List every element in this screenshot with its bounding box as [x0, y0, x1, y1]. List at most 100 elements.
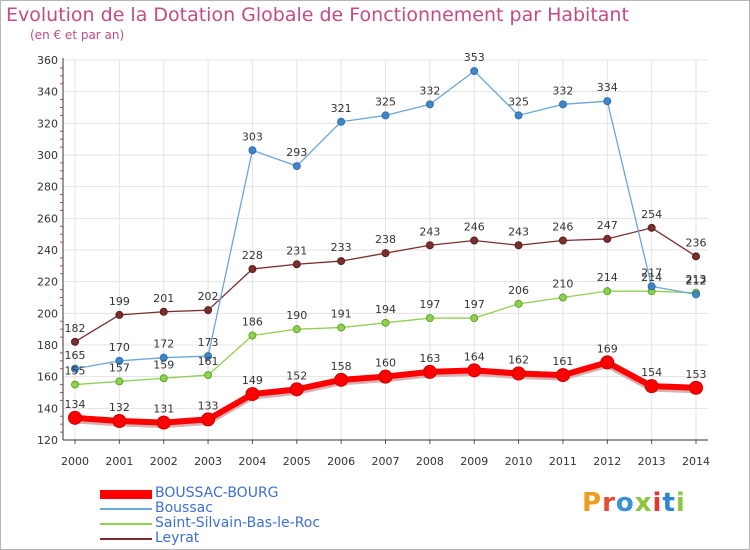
data-point-leyrat [204, 306, 213, 315]
data-point-boussac-bourg [644, 379, 659, 394]
data-label-saint-silvain-bas-le-roc: 210 [552, 278, 573, 291]
data-point-leyrat [292, 260, 301, 269]
data-point-leyrat [337, 257, 346, 266]
data-label-boussac-bourg: 134 [65, 398, 86, 411]
chart-subtitle: (en € et par an) [30, 28, 125, 42]
x-tick-label: 2005 [283, 455, 311, 468]
data-point-saint-silvain-bas-le-roc [470, 314, 479, 323]
x-tick-label: 2006 [327, 455, 355, 468]
data-point-boussac [470, 67, 479, 76]
data-point-leyrat [558, 236, 567, 245]
data-point-boussac-bourg [334, 372, 349, 387]
data-label-saint-silvain-bas-le-roc: 161 [198, 355, 219, 368]
x-tick-label: 2007 [372, 455, 400, 468]
legend-label-saint-silvain-bas-le-roc: Saint-Silvain-Bas-le-Roc [155, 515, 321, 531]
data-label-layer: 182 199 201 202 228 231 233 238 243 246 243 246 247 2… [65, 51, 707, 416]
y-tick-label: 260 [37, 212, 58, 225]
y-tick-label: 220 [37, 276, 58, 289]
data-label-leyrat: 182 [65, 322, 86, 335]
logo-letter: i [675, 488, 686, 518]
data-label-leyrat: 202 [198, 290, 219, 303]
data-point-leyrat [248, 265, 257, 273]
data-label-saint-silvain-bas-le-roc: 206 [508, 284, 529, 297]
data-label-boussac-bourg: 158 [331, 360, 352, 373]
y-tick-label: 360 [37, 54, 58, 67]
data-label-saint-silvain-bas-le-roc: 186 [242, 316, 263, 329]
chart-title: Evolution de la Dotation Globale de Fonc… [6, 4, 629, 26]
data-label-boussac: 332 [419, 84, 440, 97]
x-tick-label: 2002 [150, 455, 178, 468]
proxiti-logo: Proxiti [582, 488, 686, 518]
data-label-leyrat: 199 [109, 295, 130, 308]
data-label-leyrat: 201 [153, 292, 174, 305]
x-tick-label: 2003 [194, 455, 222, 468]
data-label-boussac-bourg: 132 [109, 401, 130, 414]
data-label-saint-silvain-bas-le-roc: 155 [65, 365, 86, 378]
legend-label-boussac-bourg: BOUSSAC-BOURG [155, 485, 279, 501]
data-point-leyrat [470, 236, 479, 245]
y-tick-label: 320 [37, 117, 58, 130]
y-tick-label: 200 [37, 307, 58, 320]
x-tick-label: 2011 [549, 455, 577, 468]
data-label-boussac-bourg: 169 [597, 342, 618, 355]
data-point-saint-silvain-bas-le-roc [514, 299, 523, 308]
y-tick-label: 180 [37, 339, 58, 352]
data-point-saint-silvain-bas-le-roc [159, 374, 168, 383]
data-point-boussac-bourg [112, 414, 127, 428]
data-label-boussac: 353 [464, 51, 485, 64]
data-point-boussac [115, 356, 124, 365]
data-label-leyrat: 236 [686, 236, 707, 249]
data-label-boussac: 293 [286, 146, 307, 159]
data-label-boussac-bourg: 149 [242, 374, 263, 387]
legend-label-boussac: Boussac [155, 500, 213, 516]
data-point-leyrat [159, 307, 168, 316]
data-point-boussac-bourg [201, 412, 216, 427]
data-point-boussac-bourg [245, 387, 260, 402]
data-point-boussac-bourg [422, 364, 437, 379]
x-tick-label: 2014 [682, 455, 710, 468]
data-point-saint-silvain-bas-le-roc [337, 323, 346, 332]
data-label-boussac-bourg: 164 [464, 350, 485, 363]
data-label-leyrat: 243 [508, 225, 529, 238]
data-label-boussac-bourg: 161 [552, 355, 573, 368]
x-tick-label: 2008 [416, 455, 444, 468]
data-label-boussac-bourg: 133 [198, 399, 219, 412]
data-label-leyrat: 243 [419, 225, 440, 238]
data-point-leyrat [71, 337, 79, 346]
data-label-saint-silvain-bas-le-roc: 194 [375, 303, 396, 316]
data-label-boussac: 172 [153, 338, 174, 351]
data-label-saint-silvain-bas-le-roc: 197 [419, 298, 440, 311]
logo-letter: P [582, 488, 603, 518]
logo-letter: x [634, 488, 653, 518]
legend-label-leyrat: Leyrat [155, 530, 200, 546]
data-point-saint-silvain-bas-le-roc [425, 314, 434, 323]
x-tick-label: 2009 [460, 455, 488, 468]
data-point-boussac-bourg [378, 369, 393, 384]
logo-letter: r [602, 488, 616, 518]
data-point-saint-silvain-bas-le-roc [381, 318, 390, 327]
data-point-leyrat [115, 310, 124, 319]
data-point-boussac-bourg [156, 415, 171, 430]
data-point-boussac-bourg [68, 410, 82, 425]
data-label-boussac-bourg: 160 [375, 357, 396, 370]
data-point-boussac [71, 364, 79, 373]
data-label-saint-silvain-bas-le-roc: 213 [686, 273, 707, 286]
y-tick-label: 280 [37, 181, 58, 194]
data-label-boussac-bourg: 153 [686, 368, 707, 381]
data-point-boussac-bourg [289, 382, 304, 397]
series-layer [68, 67, 703, 430]
y-tick-label: 340 [37, 86, 58, 99]
data-label-boussac-bourg: 162 [508, 354, 529, 367]
data-label-leyrat: 246 [464, 221, 485, 234]
logo-letter: t [662, 488, 676, 518]
data-label-saint-silvain-bas-le-roc: 214 [641, 271, 662, 284]
data-label-leyrat: 254 [641, 208, 662, 221]
data-label-boussac-bourg: 152 [286, 369, 307, 382]
data-point-boussac [647, 282, 656, 291]
data-point-saint-silvain-bas-le-roc [115, 377, 124, 386]
data-label-boussac-bourg: 154 [641, 366, 662, 379]
data-label-saint-silvain-bas-le-roc: 214 [597, 271, 618, 284]
x-tick-label: 2010 [505, 455, 533, 468]
data-point-boussac [337, 117, 346, 126]
